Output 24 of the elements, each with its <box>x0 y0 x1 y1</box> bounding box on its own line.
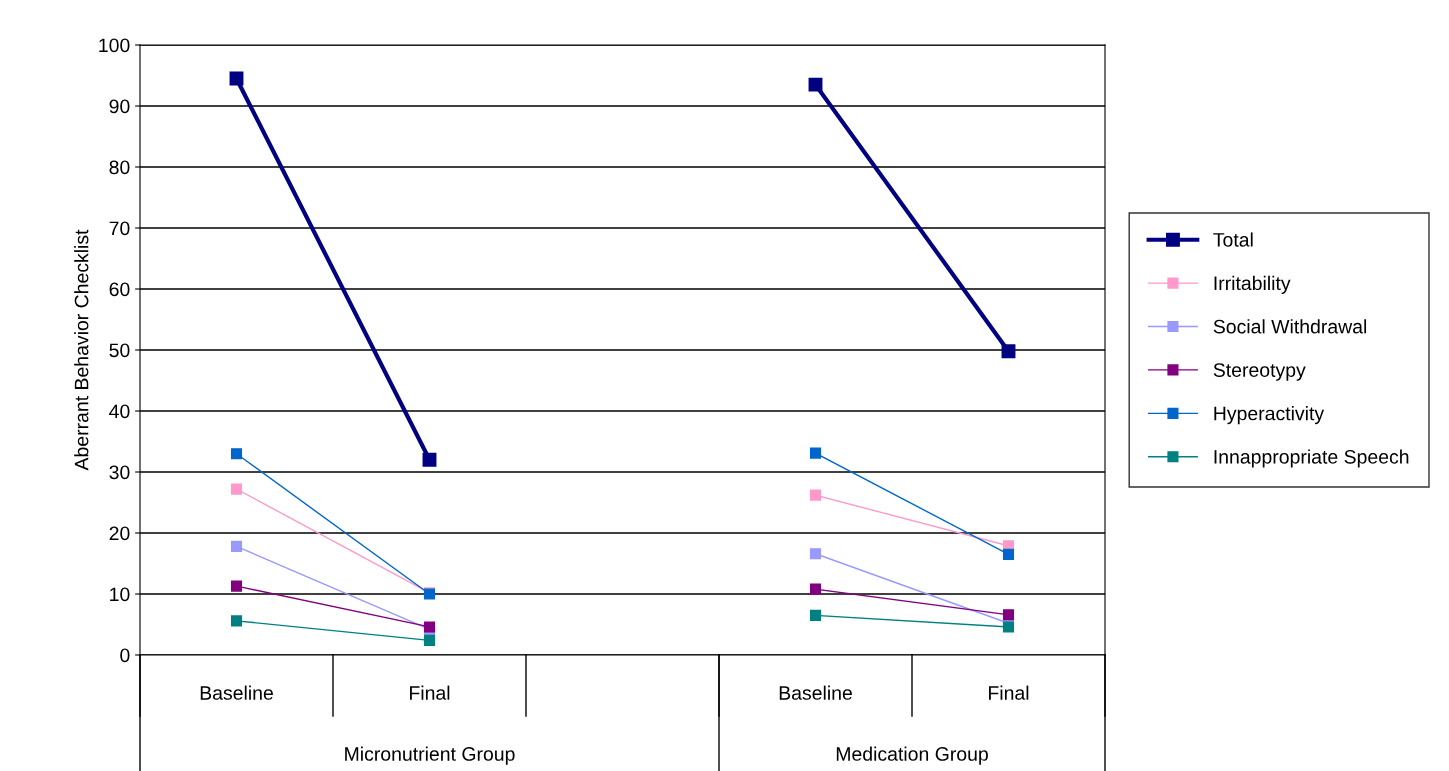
text: Medication Group <box>836 746 988 765</box>
legend-label: Irritability <box>1214 275 1291 294</box>
y-axis-title: Aberrant Behavior Checklist <box>74 229 89 471</box>
y-tick-label: 80 <box>109 160 130 175</box>
y-tick-label: 40 <box>109 404 130 419</box>
y-tick-label: 100 <box>99 38 130 53</box>
legend-label: Hyperactivity <box>1214 406 1325 425</box>
y-tick-label: 90 <box>109 99 130 114</box>
legend-label: Stereotypy <box>1213 363 1306 381</box>
y-tick-label: 60 <box>109 282 130 297</box>
text: Micronutrient Group <box>345 746 515 765</box>
x-tick-label: Final <box>410 685 450 700</box>
x-tick-label: Baseline <box>200 685 273 700</box>
y-tick-label: 20 <box>109 526 130 541</box>
legend-label: Total <box>1213 232 1253 247</box>
y-tick-label: 50 <box>109 343 130 358</box>
y-tick-label: 10 <box>110 587 130 602</box>
y-tick-label: 30 <box>109 465 130 480</box>
legend-label: Social Withdrawal <box>1213 319 1367 334</box>
y-tick-label: 0 <box>120 648 130 663</box>
y-tick-label: 70 <box>109 221 130 236</box>
legend-label: Innappropriate Speech <box>1214 449 1409 468</box>
x-tick-label: Final <box>989 685 1029 700</box>
x-tick-label: Baseline <box>779 685 852 700</box>
